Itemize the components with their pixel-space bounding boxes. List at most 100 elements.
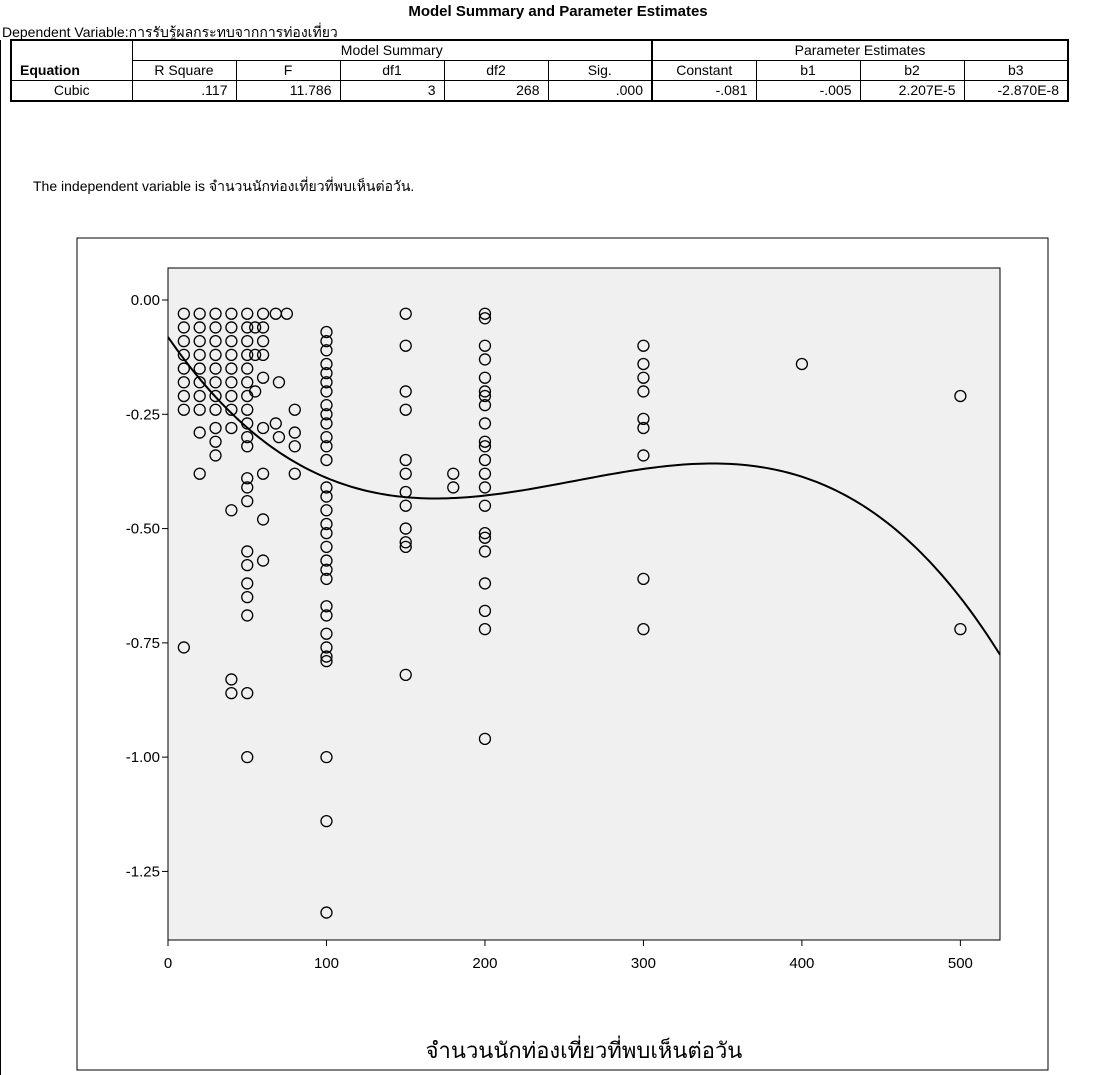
data-point bbox=[399, 453, 412, 467]
data-point bbox=[320, 641, 333, 654]
data-point bbox=[320, 504, 333, 517]
data-point bbox=[225, 673, 238, 686]
table-cell: -2.870E-8 bbox=[963, 80, 1069, 102]
table-cell: .117 bbox=[131, 80, 237, 102]
table-cell: 2.207E-5 bbox=[859, 80, 965, 102]
data-point bbox=[320, 344, 333, 357]
data-point bbox=[320, 526, 333, 540]
data-point bbox=[241, 577, 254, 590]
table-title: Model Summary and Parameter Estimates bbox=[408, 3, 708, 20]
data-point bbox=[256, 554, 270, 567]
data-point bbox=[637, 385, 650, 398]
column-header: df2 bbox=[443, 60, 549, 81]
data-point bbox=[177, 403, 190, 416]
data-point bbox=[320, 453, 333, 467]
y-axis: 0.00 -0.25 -0.50 -0.75 -1.00 -1.25 bbox=[126, 292, 168, 880]
y-tick-label: -0.75 bbox=[126, 635, 160, 652]
data-point bbox=[478, 417, 492, 430]
x-tick-label: 300 bbox=[631, 955, 656, 972]
data-point bbox=[399, 467, 412, 480]
data-point bbox=[241, 609, 254, 622]
table-cell: 268 bbox=[443, 80, 549, 102]
page-left-border bbox=[0, 40, 1, 1075]
data-point bbox=[177, 362, 190, 375]
data-point bbox=[320, 325, 333, 339]
data-point bbox=[193, 348, 206, 362]
data-point bbox=[241, 481, 254, 494]
dependent-variable: Dependent Variable:การรับรู้ผลกระทบจากกา… bbox=[2, 24, 338, 40]
data-point bbox=[320, 563, 333, 576]
data-point bbox=[225, 686, 238, 700]
data-point bbox=[399, 403, 412, 416]
data-point bbox=[478, 545, 492, 558]
column-header: df1 bbox=[339, 60, 445, 81]
data-point bbox=[241, 472, 254, 485]
data-point bbox=[637, 357, 650, 371]
data-point bbox=[241, 321, 254, 334]
data-point bbox=[256, 307, 270, 320]
data-point bbox=[637, 572, 650, 586]
data-point bbox=[177, 376, 190, 389]
independent-variable-note: The independent variable is จำนวนนักท่อง… bbox=[33, 178, 415, 194]
y-tick-label: -0.25 bbox=[126, 406, 160, 423]
table-cell: 3 bbox=[339, 80, 445, 102]
data-point bbox=[320, 517, 333, 531]
data-point bbox=[478, 481, 492, 494]
data-point bbox=[320, 385, 333, 398]
data-point bbox=[249, 321, 262, 334]
data-point bbox=[320, 654, 333, 668]
data-point bbox=[256, 371, 270, 384]
data-point bbox=[225, 421, 238, 435]
data-point bbox=[241, 430, 254, 444]
data-point bbox=[637, 421, 650, 435]
data-point bbox=[193, 403, 206, 416]
x-axis: 0 100 200 300 400 500 bbox=[164, 940, 973, 972]
row-label-cubic: Cubic bbox=[10, 80, 133, 102]
data-point bbox=[478, 389, 492, 403]
data-point bbox=[225, 403, 238, 416]
data-point bbox=[225, 389, 238, 403]
data-point bbox=[320, 490, 333, 503]
data-point bbox=[478, 435, 492, 448]
data-point bbox=[288, 426, 301, 439]
data-point bbox=[320, 334, 333, 348]
data-point bbox=[193, 307, 206, 320]
data-point bbox=[478, 622, 492, 636]
data-point bbox=[288, 440, 301, 453]
data-point bbox=[320, 376, 333, 389]
data-point bbox=[241, 334, 254, 348]
x-tick-label: 0 bbox=[164, 955, 172, 972]
data-point bbox=[320, 572, 333, 586]
data-point bbox=[637, 412, 650, 426]
data-point bbox=[478, 339, 492, 352]
model-summary-table: Equation Model Summary Parameter Estimat… bbox=[10, 39, 1069, 102]
data-point bbox=[225, 362, 238, 375]
data-point bbox=[320, 650, 333, 663]
table-cell: -.005 bbox=[755, 80, 861, 102]
data-point bbox=[320, 366, 333, 380]
data-point bbox=[478, 440, 492, 453]
data-point bbox=[209, 362, 222, 375]
data-point bbox=[209, 435, 222, 448]
data-point bbox=[320, 417, 333, 430]
column-header: Sig. bbox=[547, 60, 653, 81]
data-point bbox=[447, 467, 460, 480]
data-point bbox=[209, 421, 222, 435]
data-point bbox=[320, 554, 333, 567]
equation-header: Equation bbox=[10, 39, 133, 81]
data-point bbox=[177, 389, 190, 403]
plot-area bbox=[167, 267, 1001, 941]
data-point bbox=[209, 334, 222, 348]
data-point bbox=[272, 376, 286, 389]
data-point bbox=[399, 522, 412, 535]
data-point bbox=[177, 321, 190, 334]
x-tick-label: 100 bbox=[314, 955, 339, 972]
data-point bbox=[269, 417, 282, 430]
data-point bbox=[478, 453, 492, 467]
data-point bbox=[225, 376, 238, 389]
data-point bbox=[256, 421, 270, 435]
data-point bbox=[320, 430, 333, 444]
column-header: Constant bbox=[651, 60, 757, 81]
data-point bbox=[241, 545, 254, 558]
data-point bbox=[193, 389, 206, 403]
